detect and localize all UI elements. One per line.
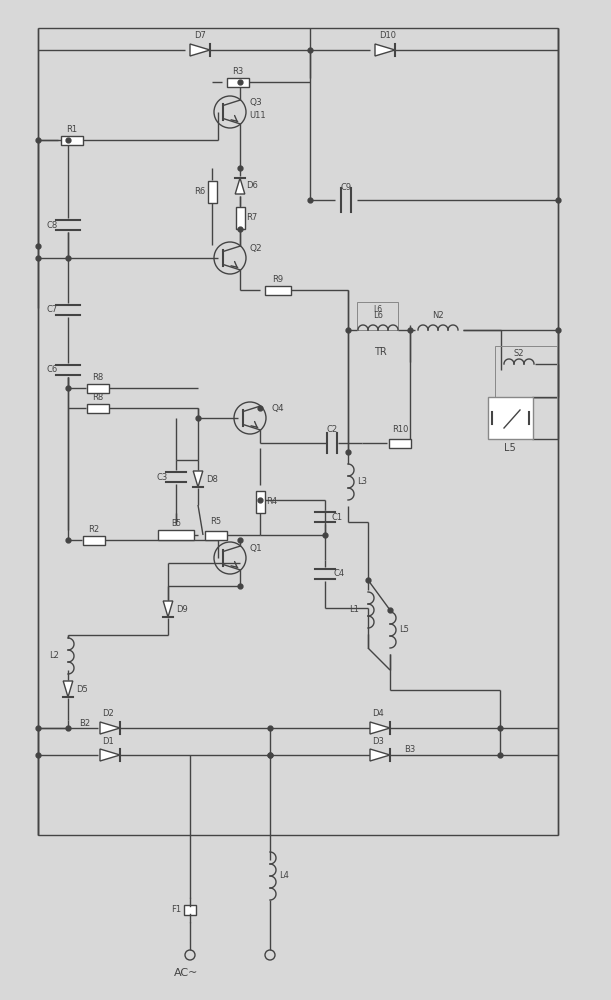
Polygon shape bbox=[370, 722, 390, 734]
Polygon shape bbox=[235, 178, 245, 194]
Text: B2: B2 bbox=[79, 718, 90, 728]
Polygon shape bbox=[375, 44, 395, 56]
Text: D6: D6 bbox=[246, 182, 258, 190]
Text: D10: D10 bbox=[379, 31, 397, 40]
Bar bbox=[158, 530, 194, 540]
Text: L2: L2 bbox=[49, 652, 59, 660]
Text: L4: L4 bbox=[279, 871, 289, 880]
Text: C2: C2 bbox=[326, 426, 337, 434]
Polygon shape bbox=[370, 749, 390, 761]
Text: R4: R4 bbox=[266, 497, 277, 506]
Text: U11: U11 bbox=[250, 111, 266, 120]
Text: L6: L6 bbox=[373, 306, 382, 314]
Text: D2: D2 bbox=[102, 710, 114, 718]
Text: Q4: Q4 bbox=[272, 403, 284, 412]
Bar bbox=[488, 397, 533, 439]
Polygon shape bbox=[100, 749, 120, 761]
Bar bbox=[205, 530, 227, 540]
Text: R2: R2 bbox=[89, 524, 100, 534]
Text: D8: D8 bbox=[206, 475, 218, 484]
Text: R10: R10 bbox=[392, 426, 408, 434]
Bar bbox=[255, 491, 265, 513]
Text: C1: C1 bbox=[331, 512, 343, 522]
Polygon shape bbox=[163, 601, 173, 617]
Text: Q3: Q3 bbox=[250, 98, 262, 106]
Text: C4: C4 bbox=[334, 570, 345, 578]
Text: C6: C6 bbox=[46, 365, 57, 374]
Bar bbox=[83, 536, 105, 544]
Text: C7: C7 bbox=[46, 306, 57, 314]
Bar bbox=[184, 905, 196, 915]
Text: D7: D7 bbox=[194, 31, 206, 40]
Text: D5: D5 bbox=[76, 684, 88, 694]
Text: B3: B3 bbox=[404, 746, 415, 754]
Text: TR: TR bbox=[373, 347, 386, 357]
Text: C9: C9 bbox=[340, 182, 351, 192]
Text: D4: D4 bbox=[372, 710, 384, 718]
Text: S2: S2 bbox=[514, 349, 524, 358]
Text: N2: N2 bbox=[432, 312, 444, 320]
Text: Q2: Q2 bbox=[250, 243, 262, 252]
Bar bbox=[495, 346, 557, 398]
Text: R3: R3 bbox=[232, 66, 244, 76]
Bar bbox=[61, 135, 83, 144]
Text: L5: L5 bbox=[399, 626, 409, 635]
Polygon shape bbox=[193, 471, 203, 487]
Text: R9: R9 bbox=[273, 274, 284, 284]
Text: R7: R7 bbox=[246, 214, 258, 223]
Text: L6: L6 bbox=[373, 312, 383, 320]
Bar bbox=[87, 403, 109, 412]
Polygon shape bbox=[100, 722, 120, 734]
Text: R6: R6 bbox=[194, 188, 206, 196]
Bar bbox=[357, 302, 398, 330]
Text: L1: L1 bbox=[349, 605, 359, 614]
Bar bbox=[227, 78, 249, 87]
Text: AC~: AC~ bbox=[174, 968, 198, 978]
Text: R5: R5 bbox=[210, 518, 222, 526]
Bar bbox=[235, 207, 244, 229]
Text: B5: B5 bbox=[171, 518, 181, 528]
Bar bbox=[87, 383, 109, 392]
Text: Q1: Q1 bbox=[250, 544, 262, 552]
Text: D1: D1 bbox=[102, 736, 114, 746]
Text: R1: R1 bbox=[67, 124, 78, 133]
Text: R8: R8 bbox=[92, 372, 104, 381]
Text: L3: L3 bbox=[357, 478, 367, 487]
Text: R8: R8 bbox=[92, 392, 104, 401]
Text: L5: L5 bbox=[504, 443, 516, 453]
Text: D3: D3 bbox=[372, 736, 384, 746]
Text: F1: F1 bbox=[171, 906, 181, 914]
Bar bbox=[389, 438, 411, 448]
Text: C8: C8 bbox=[46, 221, 57, 230]
Polygon shape bbox=[190, 44, 210, 56]
Bar bbox=[265, 286, 291, 294]
Text: C3: C3 bbox=[156, 473, 167, 482]
Text: D9: D9 bbox=[176, 604, 188, 613]
Bar bbox=[208, 181, 216, 203]
Polygon shape bbox=[63, 681, 73, 697]
